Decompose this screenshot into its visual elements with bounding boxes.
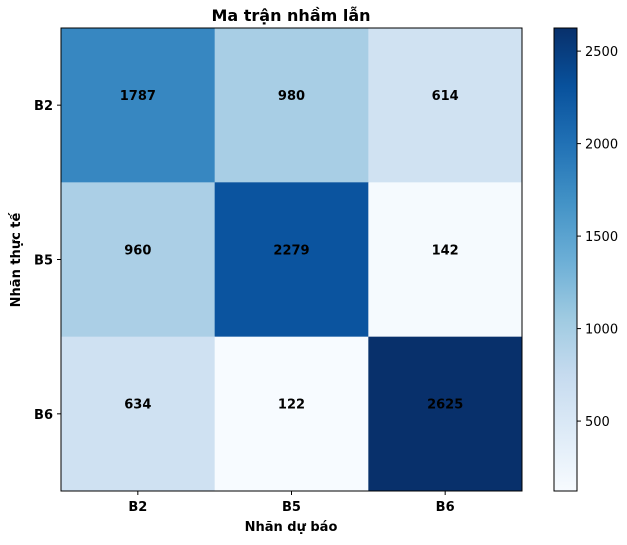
cell-value-label: 980 — [278, 89, 305, 104]
cell-value-label: 122 — [278, 398, 305, 413]
x-axis-label: Nhãn dự báo — [245, 520, 338, 535]
heatmap-cell — [214, 336, 369, 492]
colorbar-ticks: 500 1000 1500 2000 2500 — [577, 45, 618, 430]
x-tick-label: B2 — [128, 500, 147, 515]
y-tick-label: B2 — [34, 99, 53, 114]
colorbar-tick-label: 500 — [585, 415, 610, 430]
cell-value-label: 960 — [124, 243, 151, 258]
x-axis-ticks: B2 B5 B6 — [128, 491, 455, 515]
heatmap-cell — [368, 336, 523, 492]
cell-value-label: 614 — [432, 89, 459, 104]
y-tick-label: B5 — [34, 254, 53, 269]
cell-value-label: 2625 — [427, 398, 463, 413]
colorbar-tick-label: 2000 — [585, 138, 618, 153]
heatmap-cell — [61, 336, 216, 492]
heatmap-cell — [368, 182, 523, 338]
cell-value-label: 2279 — [273, 243, 309, 258]
cell-value-label: 1787 — [120, 89, 156, 104]
colorbar-tick-label: 2500 — [585, 45, 618, 60]
heatmap-cells: 1787 980 614 960 2279 142 634 122 2625 — [61, 28, 523, 492]
y-axis-label: Nhãn thực tế — [9, 212, 24, 307]
heatmap-cell — [61, 182, 216, 338]
chart-title: Ma trận nhầm lẫn — [211, 6, 370, 25]
heatmap-cell — [214, 182, 369, 338]
cell-value-label: 142 — [432, 243, 459, 258]
colorbar — [553, 27, 578, 492]
colorbar-tick-label: 1500 — [585, 230, 618, 245]
cell-value-label: 634 — [124, 398, 151, 413]
heatmap-cell — [61, 28, 216, 183]
y-tick-label: B6 — [34, 408, 53, 423]
x-tick-label: B5 — [282, 500, 301, 515]
y-axis-ticks: B2 B5 B6 — [34, 99, 61, 423]
heatmap-cell — [368, 28, 523, 183]
heatmap-cell — [214, 28, 369, 183]
x-tick-label: B6 — [436, 500, 455, 515]
colorbar-tick-label: 1000 — [585, 323, 618, 338]
